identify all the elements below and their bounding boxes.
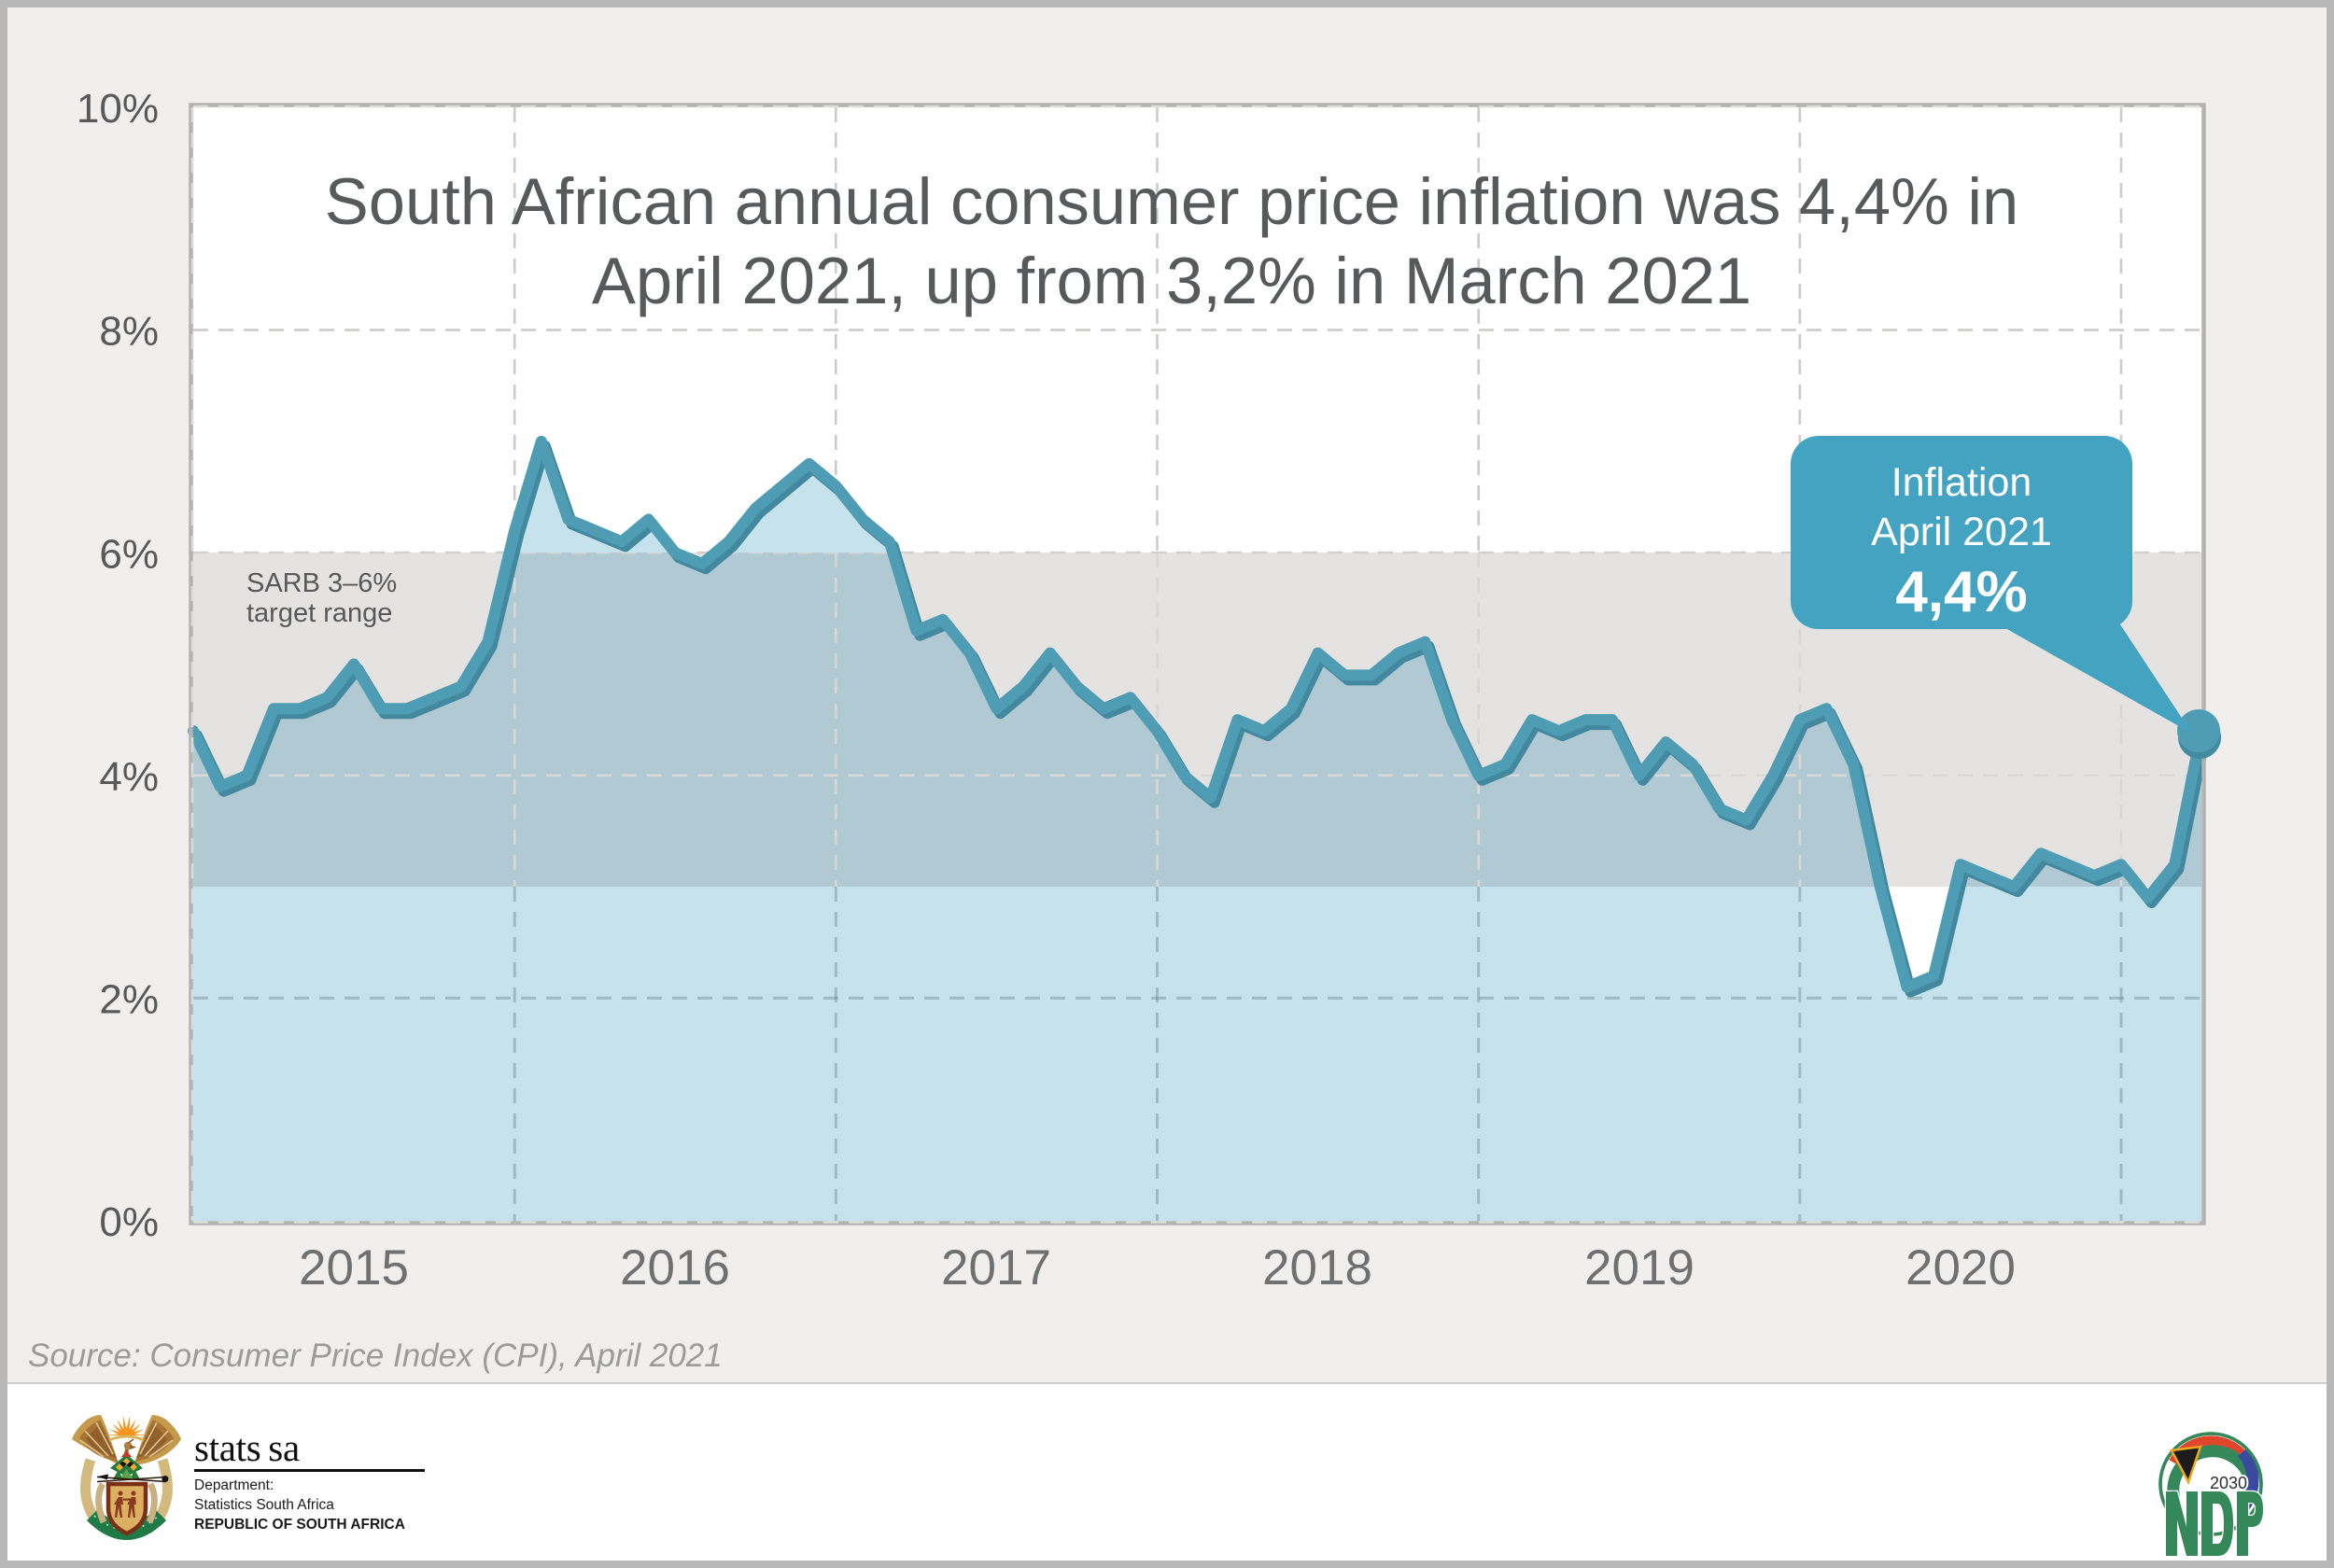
svg-text:REPUBLIC OF SOUTH AFRICA: REPUBLIC OF SOUTH AFRICA [194, 1517, 405, 1533]
svg-text:Department:: Department: [194, 1477, 274, 1493]
svg-text:April 2021: April 2021 [1871, 510, 2052, 554]
svg-text:2020: 2020 [1905, 1240, 2016, 1295]
svg-text:Inflation: Inflation [1891, 460, 2032, 505]
svg-text:April 2021, up from 3,2% in Ma: April 2021, up from 3,2% in March 2021 [592, 244, 1751, 317]
svg-text:8%: 8% [99, 309, 159, 355]
svg-text:Statistics South Africa: Statistics South Africa [194, 1497, 334, 1513]
svg-text:0%: 0% [99, 1199, 159, 1245]
svg-text:2030: 2030 [2210, 1474, 2247, 1492]
svg-text:SARB 3–6%: SARB 3–6% [246, 568, 397, 598]
svg-text:2018: 2018 [1262, 1240, 1372, 1295]
svg-text:2019: 2019 [1584, 1240, 1694, 1295]
svg-text:4%: 4% [99, 754, 159, 800]
svg-text:target range: target range [246, 598, 392, 628]
svg-text:2017: 2017 [941, 1240, 1051, 1295]
svg-text:10%: 10% [77, 86, 159, 132]
svg-text:2015: 2015 [299, 1240, 409, 1295]
svg-text:2016: 2016 [620, 1240, 730, 1295]
svg-text:6%: 6% [99, 531, 159, 577]
svg-text:Source: Consumer Price Index (: Source: Consumer Price Index (CPI), Apri… [28, 1337, 723, 1374]
svg-text:South African annual consumer: South African annual consumer price infl… [325, 164, 2018, 238]
svg-text:4,4%: 4,4% [1895, 560, 2027, 624]
svg-text:2%: 2% [99, 977, 159, 1023]
svg-text:stats sa: stats sa [194, 1426, 300, 1469]
